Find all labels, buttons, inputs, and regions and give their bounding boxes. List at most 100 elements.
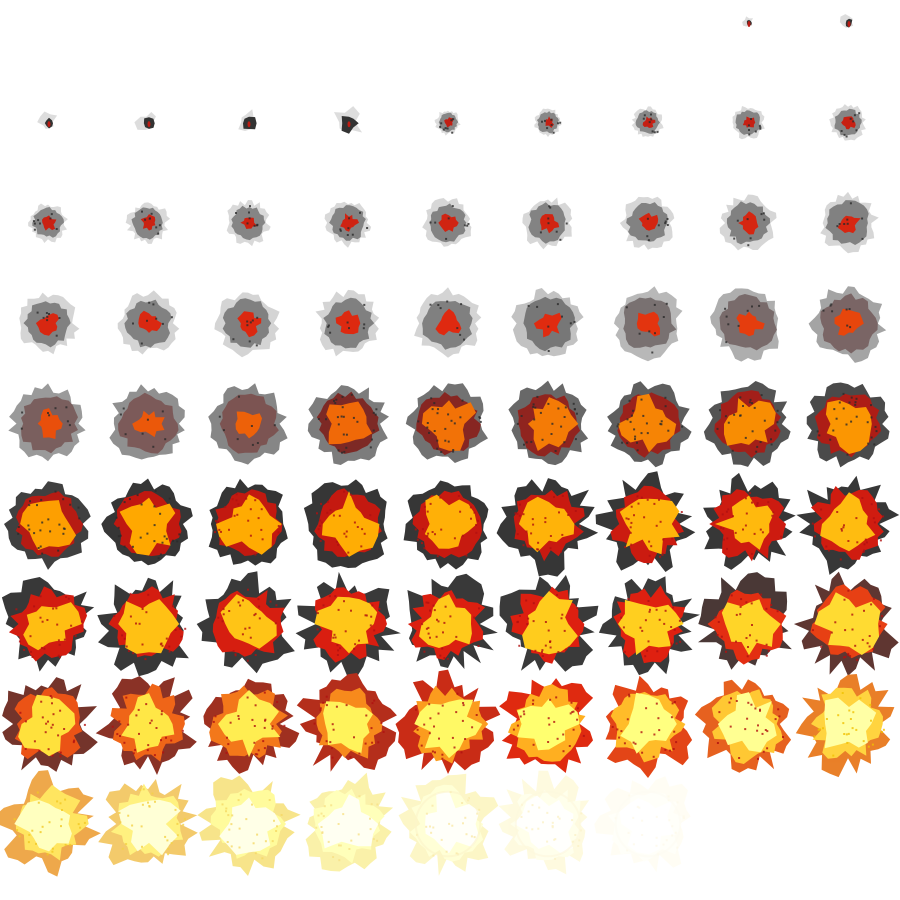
speckle xyxy=(836,511,839,513)
speckle xyxy=(553,496,555,498)
speckle xyxy=(423,505,426,508)
speckle xyxy=(44,731,47,734)
speckle xyxy=(344,630,347,633)
speckle xyxy=(434,533,436,536)
speckle xyxy=(558,817,561,820)
speckle xyxy=(256,833,259,836)
speckle xyxy=(373,699,376,702)
speckle xyxy=(861,638,864,641)
flame xyxy=(847,21,851,28)
speckle xyxy=(230,823,233,826)
speckle xyxy=(767,650,770,653)
speckle xyxy=(167,853,170,856)
speckle xyxy=(237,715,240,717)
speckle xyxy=(676,801,679,804)
speckle xyxy=(165,736,167,739)
speckle xyxy=(547,717,550,720)
explosion-frame xyxy=(511,288,584,357)
explosion-frame xyxy=(403,480,489,570)
speckle xyxy=(719,409,721,412)
speckle xyxy=(129,592,132,595)
speckle xyxy=(261,538,264,541)
speckle xyxy=(634,435,637,438)
speckle xyxy=(273,819,275,822)
speckle xyxy=(251,319,254,322)
speckle xyxy=(457,495,460,497)
speckle xyxy=(780,535,783,538)
speckle xyxy=(531,828,534,831)
speckle xyxy=(222,613,225,616)
speckle xyxy=(611,725,614,728)
explosion-frame xyxy=(698,572,792,670)
speckle xyxy=(446,127,449,130)
speckle xyxy=(778,715,781,718)
speckle xyxy=(671,702,674,705)
speckle xyxy=(726,537,729,540)
speckle xyxy=(378,608,381,610)
speckle xyxy=(645,707,648,710)
speckle xyxy=(721,513,724,516)
speckle xyxy=(438,737,440,740)
speckle xyxy=(560,550,563,553)
explosion-core xyxy=(522,591,578,655)
speckle xyxy=(329,331,332,334)
speckle xyxy=(643,516,646,519)
speckle xyxy=(532,743,535,746)
speckle xyxy=(551,422,554,425)
speckle xyxy=(578,525,581,528)
speckle xyxy=(872,517,875,520)
speckle xyxy=(428,431,430,434)
speckle xyxy=(846,741,849,744)
speckle xyxy=(467,799,470,802)
speckle xyxy=(18,640,21,643)
speckle xyxy=(447,440,450,443)
speckle xyxy=(69,843,72,846)
explosion-outer xyxy=(398,773,499,876)
speckle xyxy=(623,742,626,745)
explosion-core xyxy=(435,308,462,336)
speckle xyxy=(655,702,658,705)
speckle xyxy=(135,622,137,625)
speckle xyxy=(624,546,627,549)
speckle xyxy=(647,239,650,242)
explosion-core xyxy=(118,799,181,856)
explosion-frame xyxy=(97,577,189,677)
speckle xyxy=(756,729,759,732)
flame xyxy=(47,121,51,128)
speckle xyxy=(527,304,530,307)
speckle xyxy=(47,518,50,521)
speckle xyxy=(146,418,149,421)
explosion-frame xyxy=(296,673,397,772)
speckle xyxy=(343,490,346,493)
explosion-frame xyxy=(422,198,472,247)
speckle xyxy=(218,415,221,418)
explosion-core xyxy=(218,690,281,758)
speckle xyxy=(372,411,375,414)
speckle xyxy=(849,326,852,329)
speckle xyxy=(574,438,577,441)
speckle xyxy=(416,728,419,731)
explosion-core xyxy=(20,500,77,551)
speckle xyxy=(556,593,559,596)
speckle xyxy=(521,803,523,806)
speckle xyxy=(477,519,479,522)
speckle xyxy=(258,605,261,608)
speckle xyxy=(146,749,149,752)
speckle xyxy=(342,415,345,418)
speckle xyxy=(561,315,563,318)
speckle xyxy=(260,528,263,531)
speckle xyxy=(451,824,454,827)
speckle xyxy=(146,532,149,535)
explosion-frame xyxy=(208,478,288,566)
speckle xyxy=(846,324,849,327)
speckle xyxy=(322,815,325,818)
speckle xyxy=(854,403,857,406)
explosion-frame xyxy=(619,196,675,250)
speckle xyxy=(847,652,850,655)
explosion-core xyxy=(220,594,277,649)
speckle xyxy=(37,219,40,222)
explosion-frame xyxy=(101,478,193,566)
speckle xyxy=(442,631,444,634)
speckle xyxy=(745,637,748,639)
speckle xyxy=(440,528,443,531)
